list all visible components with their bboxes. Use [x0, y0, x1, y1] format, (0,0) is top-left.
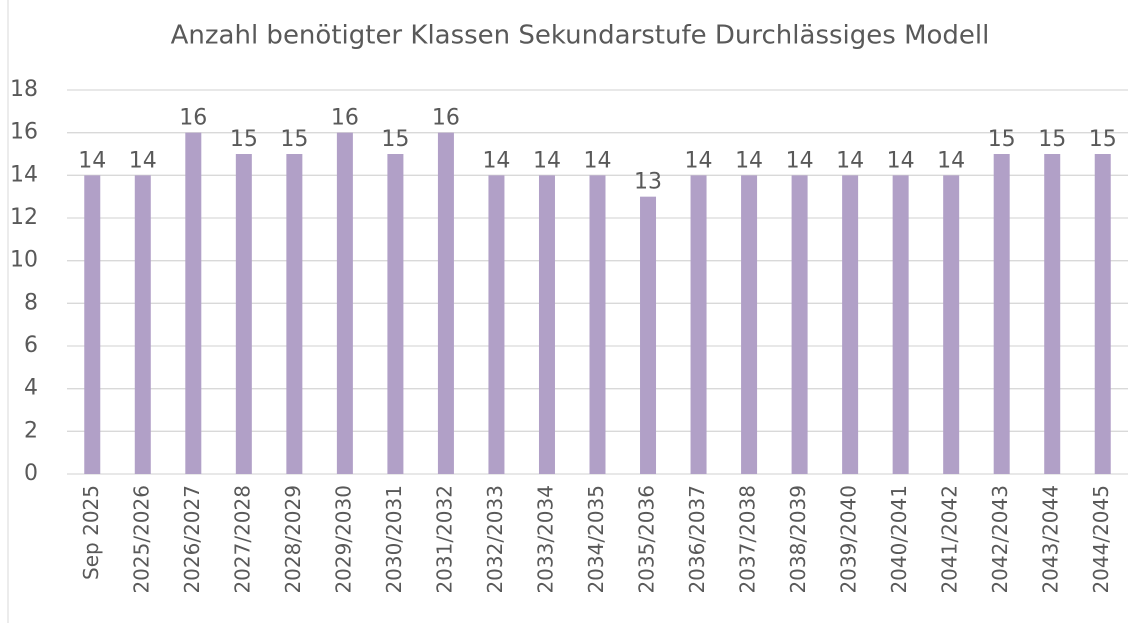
bar	[134, 175, 151, 475]
data-label: 14	[887, 148, 915, 173]
y-tick-label: 4	[24, 376, 38, 401]
data-label: 16	[179, 106, 207, 131]
y-tick-label: 6	[24, 333, 38, 358]
bar	[235, 154, 252, 474]
data-label: 15	[230, 127, 258, 152]
data-label: 13	[634, 170, 662, 195]
data-label: 14	[685, 148, 713, 173]
data-label: 14	[129, 148, 157, 173]
y-tick-label: 14	[10, 162, 38, 187]
bar	[336, 132, 353, 474]
x-tick-label: 2027/2028	[230, 485, 254, 594]
y-tick-label: 12	[10, 205, 38, 230]
y-tick-label: 0	[24, 461, 38, 486]
x-tick-label: 2044/2045	[1089, 485, 1113, 594]
bar	[387, 154, 404, 474]
bar	[640, 196, 657, 474]
x-tick-label: 2034/2035	[584, 485, 608, 594]
data-label: 15	[988, 127, 1016, 152]
bar	[1094, 154, 1111, 474]
x-tick-label: 2026/2027	[180, 485, 204, 594]
bar	[943, 175, 960, 475]
data-label: 15	[381, 127, 409, 152]
data-label: 14	[937, 148, 965, 173]
x-tick-label: 2041/2042	[938, 485, 962, 594]
y-tick-label: 2	[24, 418, 38, 443]
x-tick-label: 2038/2039	[786, 485, 810, 594]
bar	[993, 154, 1010, 474]
x-tick-label: 2031/2032	[432, 485, 456, 594]
data-label: 14	[78, 148, 106, 173]
x-tick-label: 2030/2031	[382, 485, 406, 594]
data-label: 14	[482, 148, 510, 173]
data-label: 14	[836, 148, 864, 173]
bar	[791, 175, 808, 475]
y-tick-label: 18	[10, 77, 38, 102]
x-tick-label: 2039/2040	[837, 485, 861, 594]
x-tick-label: 2036/2037	[685, 485, 709, 594]
bar	[286, 154, 303, 474]
bar	[690, 175, 707, 475]
data-label: 15	[1089, 127, 1117, 152]
data-label: 15	[280, 127, 308, 152]
bar	[538, 175, 555, 475]
bar	[185, 132, 202, 474]
y-tick-label: 10	[10, 248, 38, 273]
bar	[1044, 154, 1061, 474]
bar	[589, 175, 606, 475]
bar	[84, 175, 101, 475]
x-tick-label: 2025/2026	[129, 485, 153, 594]
x-tick-label: 2032/2033	[483, 485, 507, 594]
x-tick-label: 2043/2044	[1039, 485, 1063, 594]
data-label: 15	[1038, 127, 1066, 152]
x-tick-label: Sep 2025	[79, 485, 103, 580]
bar	[892, 175, 909, 475]
y-tick-label: 8	[24, 290, 38, 315]
data-label: 14	[786, 148, 814, 173]
x-tick-label: 2040/2041	[887, 485, 911, 594]
data-label: 14	[735, 148, 763, 173]
x-tick-label: 2042/2043	[988, 485, 1012, 594]
bar	[437, 132, 454, 474]
data-label: 16	[331, 106, 359, 131]
data-label: 14	[533, 148, 561, 173]
chart-title: Anzahl benötigter Klassen Sekundarstufe …	[171, 21, 990, 51]
x-tick-label: 2029/2030	[331, 485, 355, 594]
bar	[488, 175, 505, 475]
data-label: 14	[584, 148, 612, 173]
x-tick-label: 2035/2036	[635, 485, 659, 594]
x-tick-label: 2033/2034	[533, 485, 557, 594]
x-tick-label: 2037/2038	[736, 485, 760, 594]
data-label: 16	[432, 106, 460, 131]
x-tick-label: 2028/2029	[281, 485, 305, 594]
bar	[741, 175, 758, 475]
y-tick-label: 16	[10, 120, 38, 145]
bar	[842, 175, 859, 475]
